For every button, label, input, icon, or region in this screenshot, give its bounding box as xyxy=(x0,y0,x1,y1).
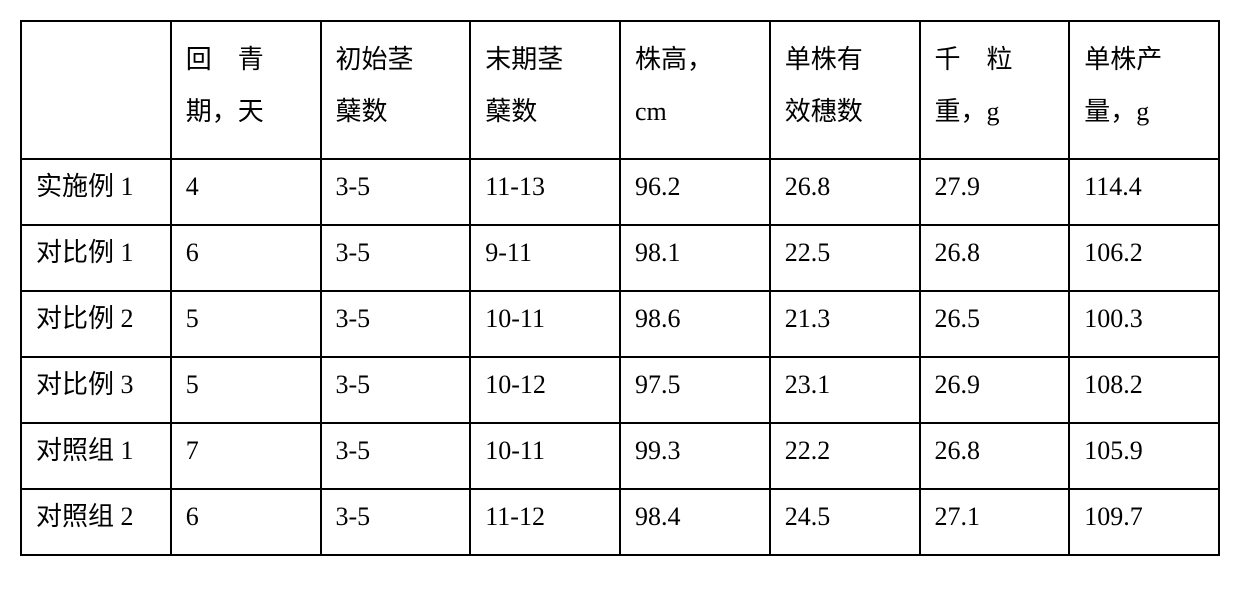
cell-value: 99.3 xyxy=(620,423,770,489)
cell-value: 10-11 xyxy=(470,291,620,357)
header-text: 单株有 xyxy=(785,34,909,86)
cell-value: 96.2 xyxy=(620,159,770,225)
table-row: 对比例 1 6 3-5 9-11 98.1 22.5 26.8 106.2 xyxy=(21,225,1219,291)
header-text: 末期茎 xyxy=(485,34,609,86)
cell-value: 4 xyxy=(171,159,321,225)
header-text: 单株产 xyxy=(1084,34,1208,86)
row-label: 对照组 1 xyxy=(21,423,171,489)
cell-value: 21.3 xyxy=(770,291,920,357)
cell-value: 108.2 xyxy=(1069,357,1219,423)
cell-value: 11-12 xyxy=(470,489,620,555)
cell-value: 22.2 xyxy=(770,423,920,489)
row-label: 实施例 1 xyxy=(21,159,171,225)
header-cell-final-tillers: 末期茎 蘖数 xyxy=(470,21,620,159)
cell-value: 26.9 xyxy=(920,357,1070,423)
cell-value: 10-12 xyxy=(470,357,620,423)
cell-value: 26.5 xyxy=(920,291,1070,357)
cell-value: 6 xyxy=(171,489,321,555)
table-header-row: 回 青 期，天 初始茎 蘖数 末期茎 蘖数 株高， cm 单株有 效穗数 千 粒… xyxy=(21,21,1219,159)
header-cell-blank xyxy=(21,21,171,159)
header-text: 效穗数 xyxy=(785,86,909,138)
cell-value: 5 xyxy=(171,357,321,423)
cell-value: 22.5 xyxy=(770,225,920,291)
cell-value: 9-11 xyxy=(470,225,620,291)
header-text: 初始茎 xyxy=(336,34,460,86)
cell-value: 27.1 xyxy=(920,489,1070,555)
table-row: 对比例 3 5 3-5 10-12 97.5 23.1 26.9 108.2 xyxy=(21,357,1219,423)
cell-value: 109.7 xyxy=(1069,489,1219,555)
header-cell-thousand-kernel-weight: 千 粒 重，g xyxy=(920,21,1070,159)
header-text: 量，g xyxy=(1084,86,1208,138)
table-row: 对照组 2 6 3-5 11-12 98.4 24.5 27.1 109.7 xyxy=(21,489,1219,555)
cell-value: 106.2 xyxy=(1069,225,1219,291)
cell-value: 23.1 xyxy=(770,357,920,423)
cell-value: 26.8 xyxy=(770,159,920,225)
cell-value: 27.9 xyxy=(920,159,1070,225)
cell-value: 11-13 xyxy=(470,159,620,225)
table-row: 实施例 1 4 3-5 11-13 96.2 26.8 27.9 114.4 xyxy=(21,159,1219,225)
cell-value: 100.3 xyxy=(1069,291,1219,357)
header-text: 蘖数 xyxy=(485,86,609,138)
cell-value: 3-5 xyxy=(321,159,471,225)
header-text: cm xyxy=(635,86,759,138)
header-text: 千 粒 xyxy=(935,34,1059,86)
cell-value: 3-5 xyxy=(321,489,471,555)
header-cell-initial-tillers: 初始茎 蘖数 xyxy=(321,21,471,159)
cell-value: 24.5 xyxy=(770,489,920,555)
header-text: 期，天 xyxy=(186,86,310,138)
cell-value: 6 xyxy=(171,225,321,291)
cell-value: 3-5 xyxy=(321,423,471,489)
header-cell-per-plant-yield: 单株产 量，g xyxy=(1069,21,1219,159)
header-cell-plant-height: 株高， cm xyxy=(620,21,770,159)
cell-value: 114.4 xyxy=(1069,159,1219,225)
data-table: 回 青 期，天 初始茎 蘖数 末期茎 蘖数 株高， cm 单株有 效穗数 千 粒… xyxy=(20,20,1220,556)
cell-value: 98.4 xyxy=(620,489,770,555)
experiment-results-table: 回 青 期，天 初始茎 蘖数 末期茎 蘖数 株高， cm 单株有 效穗数 千 粒… xyxy=(20,20,1220,556)
cell-value: 98.6 xyxy=(620,291,770,357)
header-cell-effective-panicles: 单株有 效穗数 xyxy=(770,21,920,159)
cell-value: 3-5 xyxy=(321,225,471,291)
row-label: 对照组 2 xyxy=(21,489,171,555)
cell-value: 3-5 xyxy=(321,357,471,423)
header-text: 重，g xyxy=(935,86,1059,138)
header-text: 株高， xyxy=(635,34,759,86)
cell-value: 98.1 xyxy=(620,225,770,291)
cell-value: 5 xyxy=(171,291,321,357)
header-text: 蘖数 xyxy=(336,86,460,138)
cell-value: 10-11 xyxy=(470,423,620,489)
row-label: 对比例 1 xyxy=(21,225,171,291)
table-row: 对比例 2 5 3-5 10-11 98.6 21.3 26.5 100.3 xyxy=(21,291,1219,357)
cell-value: 97.5 xyxy=(620,357,770,423)
cell-value: 7 xyxy=(171,423,321,489)
cell-value: 26.8 xyxy=(920,423,1070,489)
cell-value: 26.8 xyxy=(920,225,1070,291)
row-label: 对比例 2 xyxy=(21,291,171,357)
cell-value: 3-5 xyxy=(321,291,471,357)
header-text: 回 青 xyxy=(186,34,310,86)
table-row: 对照组 1 7 3-5 10-11 99.3 22.2 26.8 105.9 xyxy=(21,423,1219,489)
row-label: 对比例 3 xyxy=(21,357,171,423)
header-cell-regreen-days: 回 青 期，天 xyxy=(171,21,321,159)
cell-value: 105.9 xyxy=(1069,423,1219,489)
